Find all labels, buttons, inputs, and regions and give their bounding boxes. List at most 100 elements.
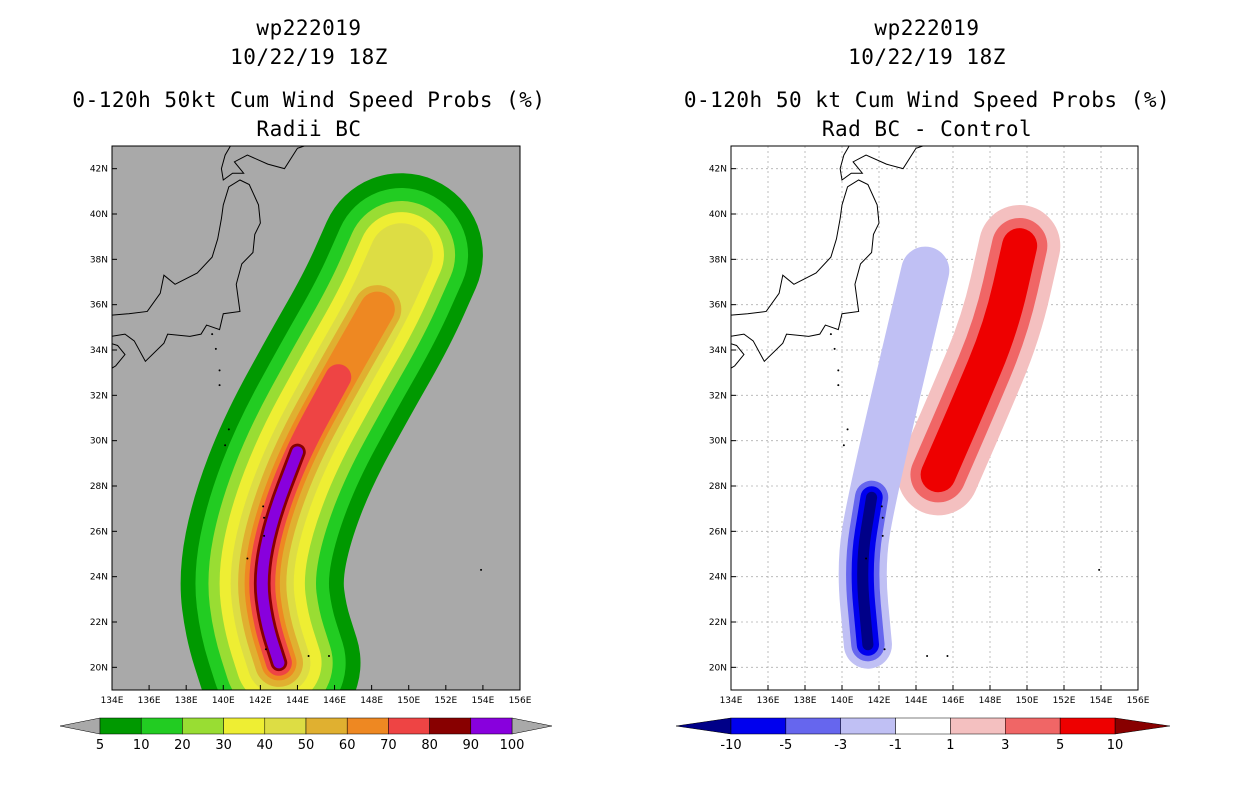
right-x-tick-label: 138E [794,696,817,706]
right-y-tick-label: 30N [709,437,727,447]
island-dot [926,655,929,657]
island-dot [218,384,221,387]
positive-anomaly-band-3 [920,228,1038,493]
right-difference-contours [838,205,1061,669]
left-x-axis: 134E 136E 138E 140E 142E 144E 146E 148E 150E 152E… [101,685,532,706]
island-dot [264,648,267,651]
left-x-tick-label: 154E [471,696,494,706]
right-colorbar-arrow-high [1114,717,1171,735]
left-chart-subtitle: Radii BC [256,117,362,141]
island-dot [833,347,836,350]
left-x-tick-label: 140E [212,696,235,706]
left-y-tick-label: 38N [90,255,108,265]
island-dot [246,557,249,560]
right-y-tick-label: 36N [709,301,727,311]
island-dot [1098,568,1101,571]
left-colorbar-box [470,717,513,735]
right-x-tick-label: 136E [757,696,780,706]
left-datetime: 10/22/19 18Z [230,45,388,69]
left-colorbar-label: 100 [500,738,525,753]
left-y-tick-label: 24N [90,573,108,583]
left-colorbar-arrow-high [511,717,553,735]
left-storm-id: wp222019 [256,16,362,40]
right-colorbar: -10 -5 -3 -1 1 3 5 10 [675,717,1171,753]
right-y-tick-label: 40N [709,210,727,220]
left-colorbar-label: 70 [380,738,397,753]
honshu-coastline [731,179,880,363]
right-x-tick-label: 152E [1053,696,1076,706]
kyushu-coastline [651,352,692,418]
island-dot [881,516,884,519]
right-y-tick-label: 22N [709,618,727,628]
left-x-tick-label: 150E [397,696,420,706]
left-x-tick-label: 146E [323,696,346,706]
right-colorbar-label: 1 [946,738,954,753]
right-chart-subtitle: Rad BC - Control [821,117,1033,141]
left-colorbar-arrow-low [59,717,101,735]
left-y-tick-label: 40N [90,210,108,220]
island-dot [263,516,266,519]
right-x-tick-label: 146E [942,696,965,706]
right-colorbar-box [840,717,896,735]
island-dot [842,444,845,447]
right-colorbar-box [785,717,841,735]
island-dot [883,648,886,651]
left-colorbar-box [140,717,183,735]
right-map-frame [730,145,1139,691]
shikoku-coastline [731,343,745,369]
right-colorbar-label: 5 [1056,738,1064,753]
right-x-axis: 134E 136E 138E 140E 142E 144E 146E 148E 150E 152E… [720,685,1150,706]
left-x-tick-label: 136E [138,696,161,706]
right-x-tick-label: 142E [868,696,891,706]
right-x-tick-label: 134E [720,696,743,706]
left-y-tick-label: 42N [90,165,108,175]
right-chart-title: 0-120h 50 kt Cum Wind Speed Probs (%) [683,88,1171,112]
island-dot [846,428,849,431]
right-storm-id: wp222019 [874,16,980,40]
right-x-tick-label: 154E [1090,696,1113,706]
left-y-axis: 20N 22N 24N 26N 28N 30N 32N 34N 36N 38N 40N 42N [90,165,117,673]
left-y-tick-label: 34N [90,346,108,356]
left-colorbar-box [264,717,307,735]
left-colorbar-label: 10 [133,738,150,753]
left-colorbar-label: 5 [96,738,104,753]
left-colorbar-label: 90 [463,738,480,753]
hokkaido-coastline [220,146,307,181]
left-colorbar-box [182,717,224,735]
left-x-tick-label: 152E [434,696,457,706]
right-colorbar-label: -10 [720,738,741,753]
right-y-tick-label: 20N [709,663,727,673]
island-dot [307,655,310,657]
island-dot [829,333,832,336]
hokkaido-coastline [839,146,925,181]
left-y-tick-label: 32N [90,391,108,401]
island-dot [327,655,330,657]
kyushu-coastline [32,352,73,418]
left-colorbar-box [99,717,142,735]
left-colorbar-label: 60 [339,738,356,753]
right-y-tick-label: 32N [709,391,727,401]
right-map-panel: 134E 136E 138E 140E 142E 144E 146E 148E 150E 152E… [651,145,1150,706]
right-colorbar-box [1005,717,1061,735]
left-colorbar-box [429,717,472,735]
negative-anomaly-band-4 [857,491,878,651]
island-dot [946,655,949,657]
honshu-coastline [112,179,261,363]
left-colorbar-box [388,717,430,735]
right-y-tick-label: 24N [709,573,727,583]
shikoku-coastline [112,343,126,369]
left-colorbar-label: 50 [298,738,315,753]
right-y-tick-label: 28N [709,482,727,492]
left-x-tick-label: 138E [175,696,198,706]
left-colorbar-label: 30 [215,738,232,753]
left-map-frame [111,145,521,691]
island-dot [837,369,840,372]
island-dot [880,505,883,508]
island-dot [211,333,214,336]
probability-contour-90 [256,446,304,669]
left-chart-title: 0-120h 50kt Cum Wind Speed Probs (%) [72,88,546,112]
right-y-tick-label: 34N [709,346,727,356]
right-colorbar-label: -3 [834,738,847,753]
left-x-tick-label: 148E [360,696,383,706]
left-colorbar-box [223,717,266,735]
